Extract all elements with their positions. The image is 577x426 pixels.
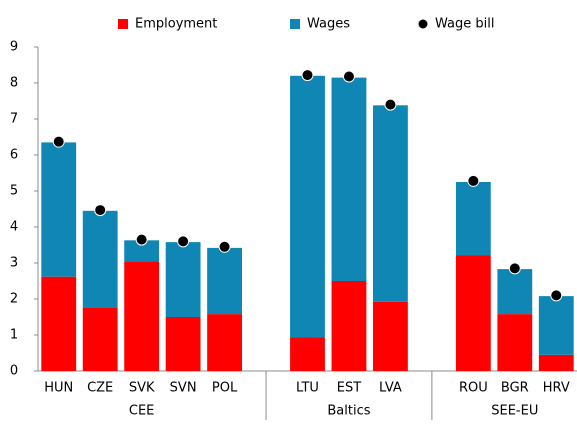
x-tick-label: LVA xyxy=(379,381,402,396)
x-tick-label: CZE xyxy=(87,381,113,396)
dot xyxy=(467,174,480,187)
bar-segment xyxy=(455,182,491,256)
bar-segment xyxy=(207,314,242,371)
bar-segment xyxy=(82,308,118,371)
y-tick-label: 6 xyxy=(10,148,18,163)
y-tick-label: 3 xyxy=(10,256,18,271)
legend-label: Wage bill xyxy=(435,17,494,32)
x-tick-label: ROU xyxy=(459,381,488,396)
bar-segment xyxy=(538,296,574,355)
bar-segment xyxy=(82,210,118,308)
dot xyxy=(384,98,397,111)
bar-segment xyxy=(290,75,325,338)
dot xyxy=(301,69,314,82)
y-tick-label: 5 xyxy=(10,184,18,199)
bar-segment xyxy=(331,77,367,281)
bar-segment xyxy=(497,269,533,315)
bar-segment xyxy=(41,142,77,277)
bar-segment xyxy=(41,276,77,371)
dot xyxy=(94,204,107,217)
legend-marker xyxy=(290,19,300,29)
y-tick-label: 8 xyxy=(10,76,18,91)
legend-marker xyxy=(118,19,128,29)
x-tick-label: HRV xyxy=(543,381,570,396)
dot xyxy=(550,289,563,302)
bar-segment xyxy=(497,314,533,371)
legend-label: Wages xyxy=(307,17,350,32)
dot xyxy=(177,235,190,248)
bar-segment xyxy=(124,240,160,262)
dot xyxy=(508,262,521,275)
y-tick-label: 9 xyxy=(10,40,18,55)
legend-label: Employment xyxy=(135,17,217,32)
bar-segment xyxy=(373,105,408,302)
y-tick-label: 7 xyxy=(10,112,18,127)
bar-segment xyxy=(455,255,491,371)
legend-marker xyxy=(417,18,429,30)
dot xyxy=(342,70,355,83)
bar-segment xyxy=(207,247,242,315)
bar-segment xyxy=(331,281,367,371)
y-tick-label: 2 xyxy=(10,292,18,307)
dot xyxy=(218,240,231,253)
bar-segment xyxy=(165,242,201,317)
x-tick-label: BGR xyxy=(501,381,529,396)
bar-segment xyxy=(538,354,574,371)
y-tick-label: 4 xyxy=(10,220,18,235)
group-label: SEE-EU xyxy=(491,404,538,419)
x-tick-label: LTU xyxy=(296,381,319,396)
y-tick-label: 0 xyxy=(10,364,18,379)
y-tick-label: 1 xyxy=(10,328,18,343)
bar-segment xyxy=(290,337,325,371)
x-tick-label: POL xyxy=(212,381,238,396)
group-label: CEE xyxy=(129,404,155,419)
x-tick-label: SVN xyxy=(170,381,197,396)
dot xyxy=(135,233,148,246)
bar-segment xyxy=(373,301,408,371)
bar-segment xyxy=(124,261,160,371)
bar-segment xyxy=(165,317,201,371)
x-tick-label: EST xyxy=(337,381,361,396)
group-label: Baltics xyxy=(327,404,370,419)
x-tick-label: SVK xyxy=(129,381,155,396)
dot xyxy=(52,135,65,148)
x-tick-label: HUN xyxy=(44,381,73,396)
